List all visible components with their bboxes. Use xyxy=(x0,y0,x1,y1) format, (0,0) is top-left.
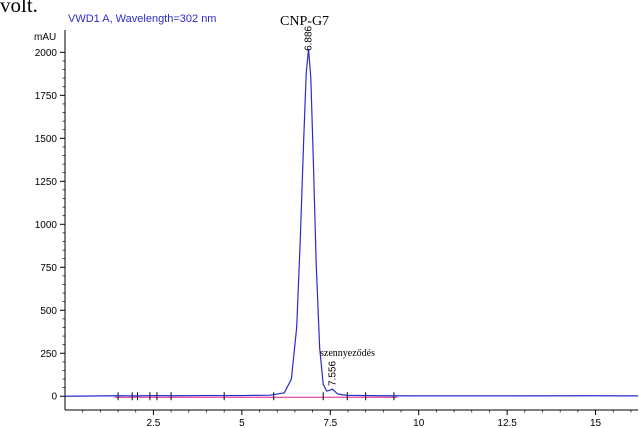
page-top-fragment: volt. xyxy=(0,0,38,17)
peak-annotations: CNP-G76.886 szennyeződés 7.556 xyxy=(280,14,375,386)
y-tick-label: 2000 xyxy=(35,48,58,59)
peak-name-label: CNP-G7 xyxy=(280,14,329,29)
chart-title: VWD1 A, Wavelength=302 nm xyxy=(68,13,216,25)
y-tick-label: 1000 xyxy=(35,220,58,231)
integration-marks xyxy=(114,392,398,401)
y-tick-label: 750 xyxy=(40,263,57,274)
x-tick-label: 2.5 xyxy=(146,418,160,428)
y-tick-label: 1250 xyxy=(35,177,58,188)
y-tick-label: 1500 xyxy=(35,134,58,145)
x-tick-label: 5 xyxy=(239,418,245,428)
y-tick-label: 1750 xyxy=(35,91,58,102)
x-tick-label: 10 xyxy=(413,418,425,428)
y-tick-label: 0 xyxy=(51,392,57,403)
y-tick-label: 500 xyxy=(40,306,57,317)
y-axis-label: mAU xyxy=(34,32,56,43)
x-tick-label: 15 xyxy=(590,418,602,428)
plot-area xyxy=(64,48,639,397)
x-tick-label: 12.5 xyxy=(497,418,517,428)
y-ticks: 0 250 500 750 1000 1250 1500 1750 2000 xyxy=(35,48,65,403)
peak-name-label: szennyeződés xyxy=(320,348,375,359)
peak-retention-label: 7.556 xyxy=(327,361,338,386)
y-tick-label: 250 xyxy=(40,349,57,360)
x-ticks: 2.5 5 7.5 10 12.5 15 xyxy=(82,410,632,428)
x-tick-label: 7.5 xyxy=(323,418,337,428)
signal-line xyxy=(64,48,639,397)
peak-retention-label: 6.886 xyxy=(304,25,315,50)
